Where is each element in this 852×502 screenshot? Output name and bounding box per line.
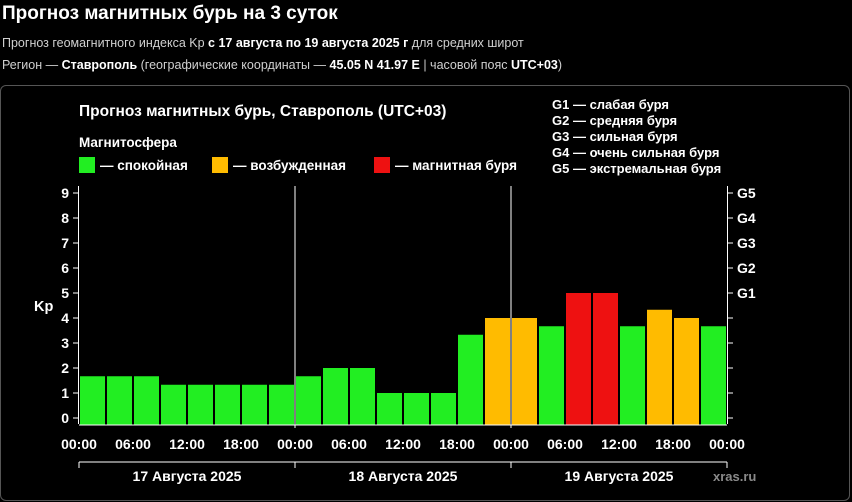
kp-bar: [539, 326, 564, 425]
page-title: Прогноз магнитных бурь на 3 суток: [2, 3, 338, 24]
y-tick-label-6: 6: [61, 260, 69, 276]
time-label: 00:00: [709, 436, 745, 452]
kp-bar: [269, 384, 294, 425]
time-label: 12:00: [385, 436, 421, 452]
kp-bar: [134, 376, 159, 425]
time-label: 06:00: [115, 436, 151, 452]
kp-bar: [512, 318, 537, 425]
legend-label-3: — магнитная буря: [395, 158, 517, 173]
y-tick-label-4: 4: [61, 310, 69, 326]
kp-bar: [296, 376, 321, 425]
kp-bar: [80, 376, 105, 425]
storm-scale-g3: G3 — сильная буря: [552, 129, 678, 144]
chart-frame: [0, 85, 850, 501]
kp-bar: [701, 326, 726, 425]
region-prefix: Регион —: [2, 58, 62, 72]
legend-swatch-2: [212, 157, 228, 173]
g-tick-label-G1: G1: [737, 285, 756, 301]
kp-bar: [431, 393, 456, 425]
storm-scale-g1: G1 — слабая буря: [552, 97, 669, 112]
day-label-2: 18 Августа 2025: [349, 468, 458, 484]
kp-bar: [647, 309, 672, 425]
kp-bar: [188, 384, 213, 425]
y-tick-label-0: 0: [61, 410, 69, 426]
time-label: 18:00: [223, 436, 259, 452]
time-label: 18:00: [439, 436, 475, 452]
g-tick-label-G3: G3: [737, 235, 756, 251]
legend-swatch-1: [79, 157, 95, 173]
day-label-3: 19 Августа 2025: [565, 468, 674, 484]
y-tick-label-7: 7: [61, 235, 69, 251]
forecast-description: Прогноз геомагнитного индекса Kp с 17 ав…: [2, 36, 524, 50]
timezone-prefix: | часовой пояс: [419, 58, 511, 72]
region-info: Регион — Ставрополь (географические коор…: [2, 58, 562, 72]
storm-scale-g5: G5 — экстремальная буря: [552, 161, 721, 176]
y-tick-label-3: 3: [61, 335, 69, 351]
forecast-suffix: для средних широт: [408, 36, 524, 50]
time-label: 00:00: [493, 436, 529, 452]
y-tick-label-1: 1: [61, 385, 69, 401]
chart-title: Прогноз магнитных бурь, Ставрополь (UTC+…: [79, 103, 446, 120]
kp-bar: [593, 293, 618, 425]
legend-swatch-3: [374, 157, 390, 173]
time-label: 12:00: [601, 436, 637, 452]
coords-prefix: (географические координаты —: [137, 58, 330, 72]
region-coords: 45.05 N 41.97 E: [329, 58, 420, 72]
day-label-1: 17 Августа 2025: [133, 468, 242, 484]
watermark: xras.ru: [713, 469, 756, 484]
kp-bar: [107, 376, 132, 425]
time-label: 06:00: [331, 436, 367, 452]
kp-bar: [323, 368, 348, 425]
time-label: 00:00: [277, 436, 313, 452]
g-tick-label-G2: G2: [737, 260, 756, 276]
y-tick-label-5: 5: [61, 285, 69, 301]
region-timezone: UTC+03: [510, 58, 558, 72]
kp-bar: [458, 334, 483, 425]
kp-bar: [215, 384, 240, 425]
forecast-date-range: с 17 августа по 19 августа 2025 г: [208, 36, 409, 50]
kp-bar: [566, 293, 591, 425]
time-label: 00:00: [61, 436, 97, 452]
g-tick-label-G4: G4: [737, 210, 756, 226]
y-axis-label: Kp: [34, 299, 53, 315]
region-name: Ставрополь: [61, 58, 138, 72]
kp-bar: [242, 384, 267, 425]
forecast-prefix: Прогноз геомагнитного индекса Kp: [2, 36, 209, 50]
kp-bar: [377, 393, 402, 425]
time-label: 12:00: [169, 436, 205, 452]
kp-bar: [620, 326, 645, 425]
time-label: 18:00: [655, 436, 691, 452]
time-label: 06:00: [547, 436, 583, 452]
storm-scale-g4: G4 — очень сильная буря: [552, 145, 719, 160]
y-tick-label-9: 9: [61, 185, 69, 201]
kp-bar: [404, 393, 429, 425]
y-tick-label-8: 8: [61, 210, 69, 226]
kp-bar: [674, 318, 699, 425]
region-end: ): [557, 58, 563, 72]
kp-bar: [485, 318, 510, 425]
legend-label-1: — спокойная: [100, 158, 188, 173]
kp-bar: [161, 384, 186, 425]
legend-title: Магнитосфера: [79, 135, 177, 150]
storm-scale-g2: G2 — средняя буря: [552, 113, 677, 128]
y-tick-label-2: 2: [61, 360, 69, 376]
g-tick-label-G5: G5: [737, 185, 756, 201]
kp-bar: [350, 368, 375, 425]
legend-label-2: — возбужденная: [233, 158, 346, 173]
